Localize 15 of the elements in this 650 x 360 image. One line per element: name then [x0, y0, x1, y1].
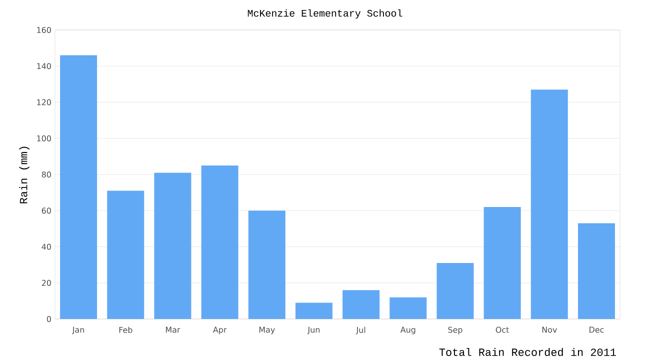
bar [248, 210, 286, 319]
text: Total Rain Recorded in 2011 [439, 348, 616, 356]
bar [390, 297, 427, 319]
bar [578, 223, 615, 319]
bar [342, 290, 380, 319]
bar [484, 207, 521, 319]
chart-title: McKenzie Elementary School [248, 9, 402, 19]
bar [201, 165, 238, 319]
bar [530, 90, 568, 319]
bar [154, 172, 192, 319]
bar [107, 190, 144, 319]
y-axis-title: Rain (mm) [19, 146, 30, 204]
bar [295, 302, 332, 319]
bar [60, 55, 98, 319]
bar [436, 263, 474, 319]
